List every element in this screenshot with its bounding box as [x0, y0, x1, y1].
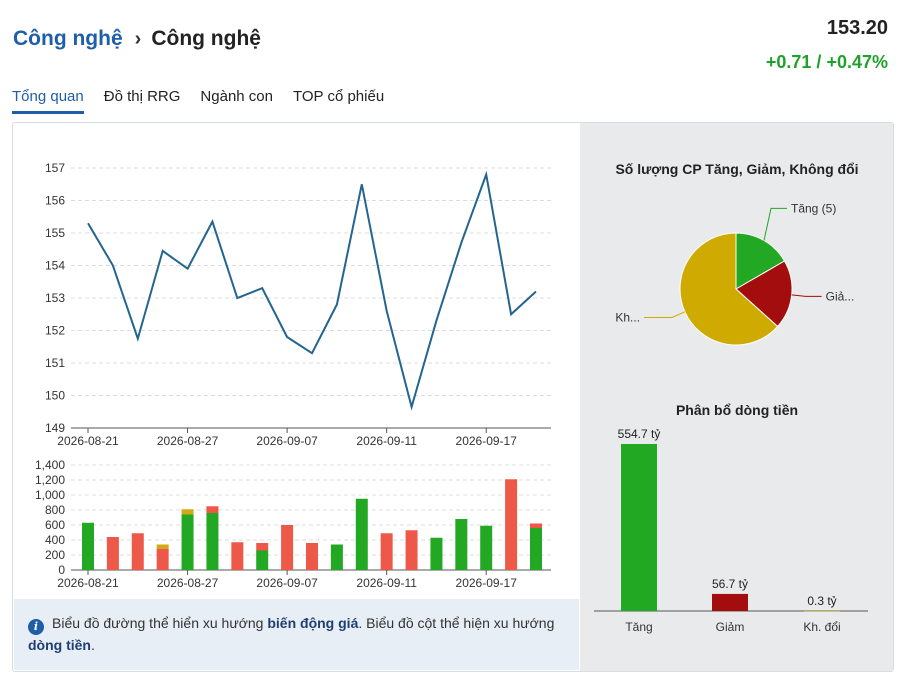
- pie-slice-up: [735, 232, 786, 290]
- y-tick-label: 400: [45, 533, 65, 547]
- x-tick-label: 2026-09-17: [456, 576, 518, 590]
- flow-bar-down: [505, 479, 518, 570]
- flow-bar-unchanged: [181, 509, 194, 515]
- y-tick-label: 800: [45, 503, 65, 517]
- info-text: Biểu đồ đường thể hiển xu hướng biến độn…: [28, 615, 555, 653]
- tab-bar: Tổng quan Đồ thị RRG Ngành con TOP cổ ph…: [12, 88, 404, 114]
- flow-bar-down: [530, 523, 542, 528]
- pie-title: Số lượng CP Tăng, Giảm, Không đổi: [615, 161, 858, 177]
- y-tick-label: 1,400: [35, 458, 65, 472]
- price-line-chart: 149 150 151 152 153 154 155 156 157 2026-08-21 202…: [45, 161, 551, 448]
- flow-category-label: Giảm: [716, 620, 745, 634]
- flow-bar-down: [106, 537, 119, 570]
- tab-top-stocks[interactable]: TOP cổ phiếu: [292, 88, 385, 105]
- chart-info-box: i Biểu đồ đường thể hiển xu hướng biến độ…: [14, 599, 579, 670]
- breadth-pane: Số lượng CP Tăng, Giảm, Không đổi Tăng (5…: [580, 123, 893, 671]
- breadcrumb: Công nghệ › Công nghệ: [13, 27, 261, 51]
- price-line-series: [87, 170, 537, 411]
- price-flow-pane: 149 150 151 152 153 154 155 156 157 2026-08-21 202…: [13, 123, 580, 671]
- pie-label-leader: [791, 294, 822, 297]
- overview-panel: 149 150 151 152 153 154 155 156 157 2026-08-21 202…: [12, 122, 894, 672]
- x-tick-label: 2026-09-17: [456, 434, 518, 448]
- flow-bar-down: [405, 530, 418, 570]
- y-tick-label: 154: [45, 259, 65, 273]
- pie-label-leader: [644, 311, 686, 318]
- pie-label: Kh...: [615, 310, 640, 324]
- y-tick-label: 157: [45, 161, 65, 175]
- money-flow-allocation-chart: Phân bổ dòng tiền 554.7 tỷ Tăng 56.7 tỷ Giảm…: [594, 402, 868, 634]
- y-tick-label: 0: [58, 563, 65, 577]
- x-tick-label: 2026-08-27: [157, 434, 219, 448]
- info-icon: i: [28, 619, 44, 635]
- x-tick-label: 2026-08-21: [57, 576, 119, 590]
- tab-overview[interactable]: Tổng quan: [12, 88, 84, 114]
- y-tick-label: 200: [45, 548, 65, 562]
- flow-bar: [712, 593, 748, 611]
- y-tick-label: 1,000: [35, 488, 65, 502]
- flow-bar-up: [355, 498, 368, 570]
- flow-bar-up: [455, 519, 468, 570]
- flow-bar-unchanged: [156, 544, 169, 549]
- y-tick-label: 151: [45, 356, 65, 370]
- tab-rrg-chart[interactable]: Đồ thị RRG: [103, 88, 181, 105]
- flow-bar-up: [256, 550, 269, 570]
- y-tick-label: 1,200: [35, 473, 65, 487]
- pie-label-leader: [763, 207, 787, 241]
- x-tick-label: 2026-09-07: [256, 576, 318, 590]
- y-tick-label: 600: [45, 518, 65, 532]
- page-title: Công nghệ: [151, 27, 261, 50]
- pie-slice-down: [735, 260, 793, 328]
- header: Công nghệ › Công nghệ 153.20 +0.71 / +0.…: [0, 0, 900, 80]
- x-tick-label: 2026-08-27: [157, 576, 219, 590]
- flow-bar-up: [430, 537, 443, 570]
- flow-bar-down: [256, 543, 269, 551]
- x-tick-label: 2026-09-11: [356, 576, 417, 590]
- y-tick-label: 149: [45, 421, 65, 435]
- flow-bar-down: [206, 506, 219, 513]
- pie-label: Giả...: [826, 289, 855, 303]
- flow-bar-up: [530, 528, 542, 570]
- flow-bar-up: [480, 525, 493, 570]
- chevron-right-icon: ›: [134, 27, 142, 50]
- flow-bar-up: [330, 544, 343, 570]
- flow-bar-up: [181, 514, 194, 570]
- flow-bar-down: [281, 525, 294, 570]
- flow-value-label: 56.7 tỷ: [712, 577, 748, 591]
- flow-bar-up: [82, 522, 94, 570]
- y-tick-label: 150: [45, 389, 65, 403]
- flow-category-label: Tăng: [625, 620, 652, 634]
- advance-decline-pie-chart: Số lượng CP Tăng, Giảm, Không đổi Tăng (5…: [615, 161, 859, 346]
- breadcrumb-parent-link[interactable]: Công nghệ: [13, 27, 123, 50]
- y-tick-label: 155: [45, 226, 65, 240]
- x-tick-label: 2026-09-11: [356, 434, 417, 448]
- flow-bar-down: [306, 543, 318, 570]
- pie-label: Tăng (5): [791, 201, 836, 215]
- flow-value-label: 0.3 tỷ: [807, 594, 836, 608]
- flow-category-label: Kh. đổi: [803, 620, 840, 634]
- flow-bar-down: [380, 533, 393, 570]
- y-tick-label: 152: [45, 324, 65, 338]
- tab-sub-industries[interactable]: Ngành con: [200, 88, 273, 105]
- flow-bar-down: [131, 533, 144, 570]
- y-tick-label: 153: [45, 291, 65, 305]
- flow-title: Phân bổ dòng tiền: [676, 402, 798, 418]
- x-tick-label: 2026-08-21: [57, 434, 119, 448]
- x-tick-label: 2026-09-07: [256, 434, 318, 448]
- flow-bar: [621, 444, 657, 611]
- flow-bar-down: [231, 542, 244, 570]
- index-price: 153.20: [826, 17, 888, 39]
- y-tick-label: 156: [45, 194, 65, 208]
- index-change: +0.71 / +0.47%: [765, 52, 888, 72]
- flow-bar: [804, 610, 840, 612]
- flow-value-label: 554.7 tỷ: [618, 427, 661, 441]
- flow-bar-down: [156, 549, 169, 570]
- flow-bar-up: [206, 513, 219, 570]
